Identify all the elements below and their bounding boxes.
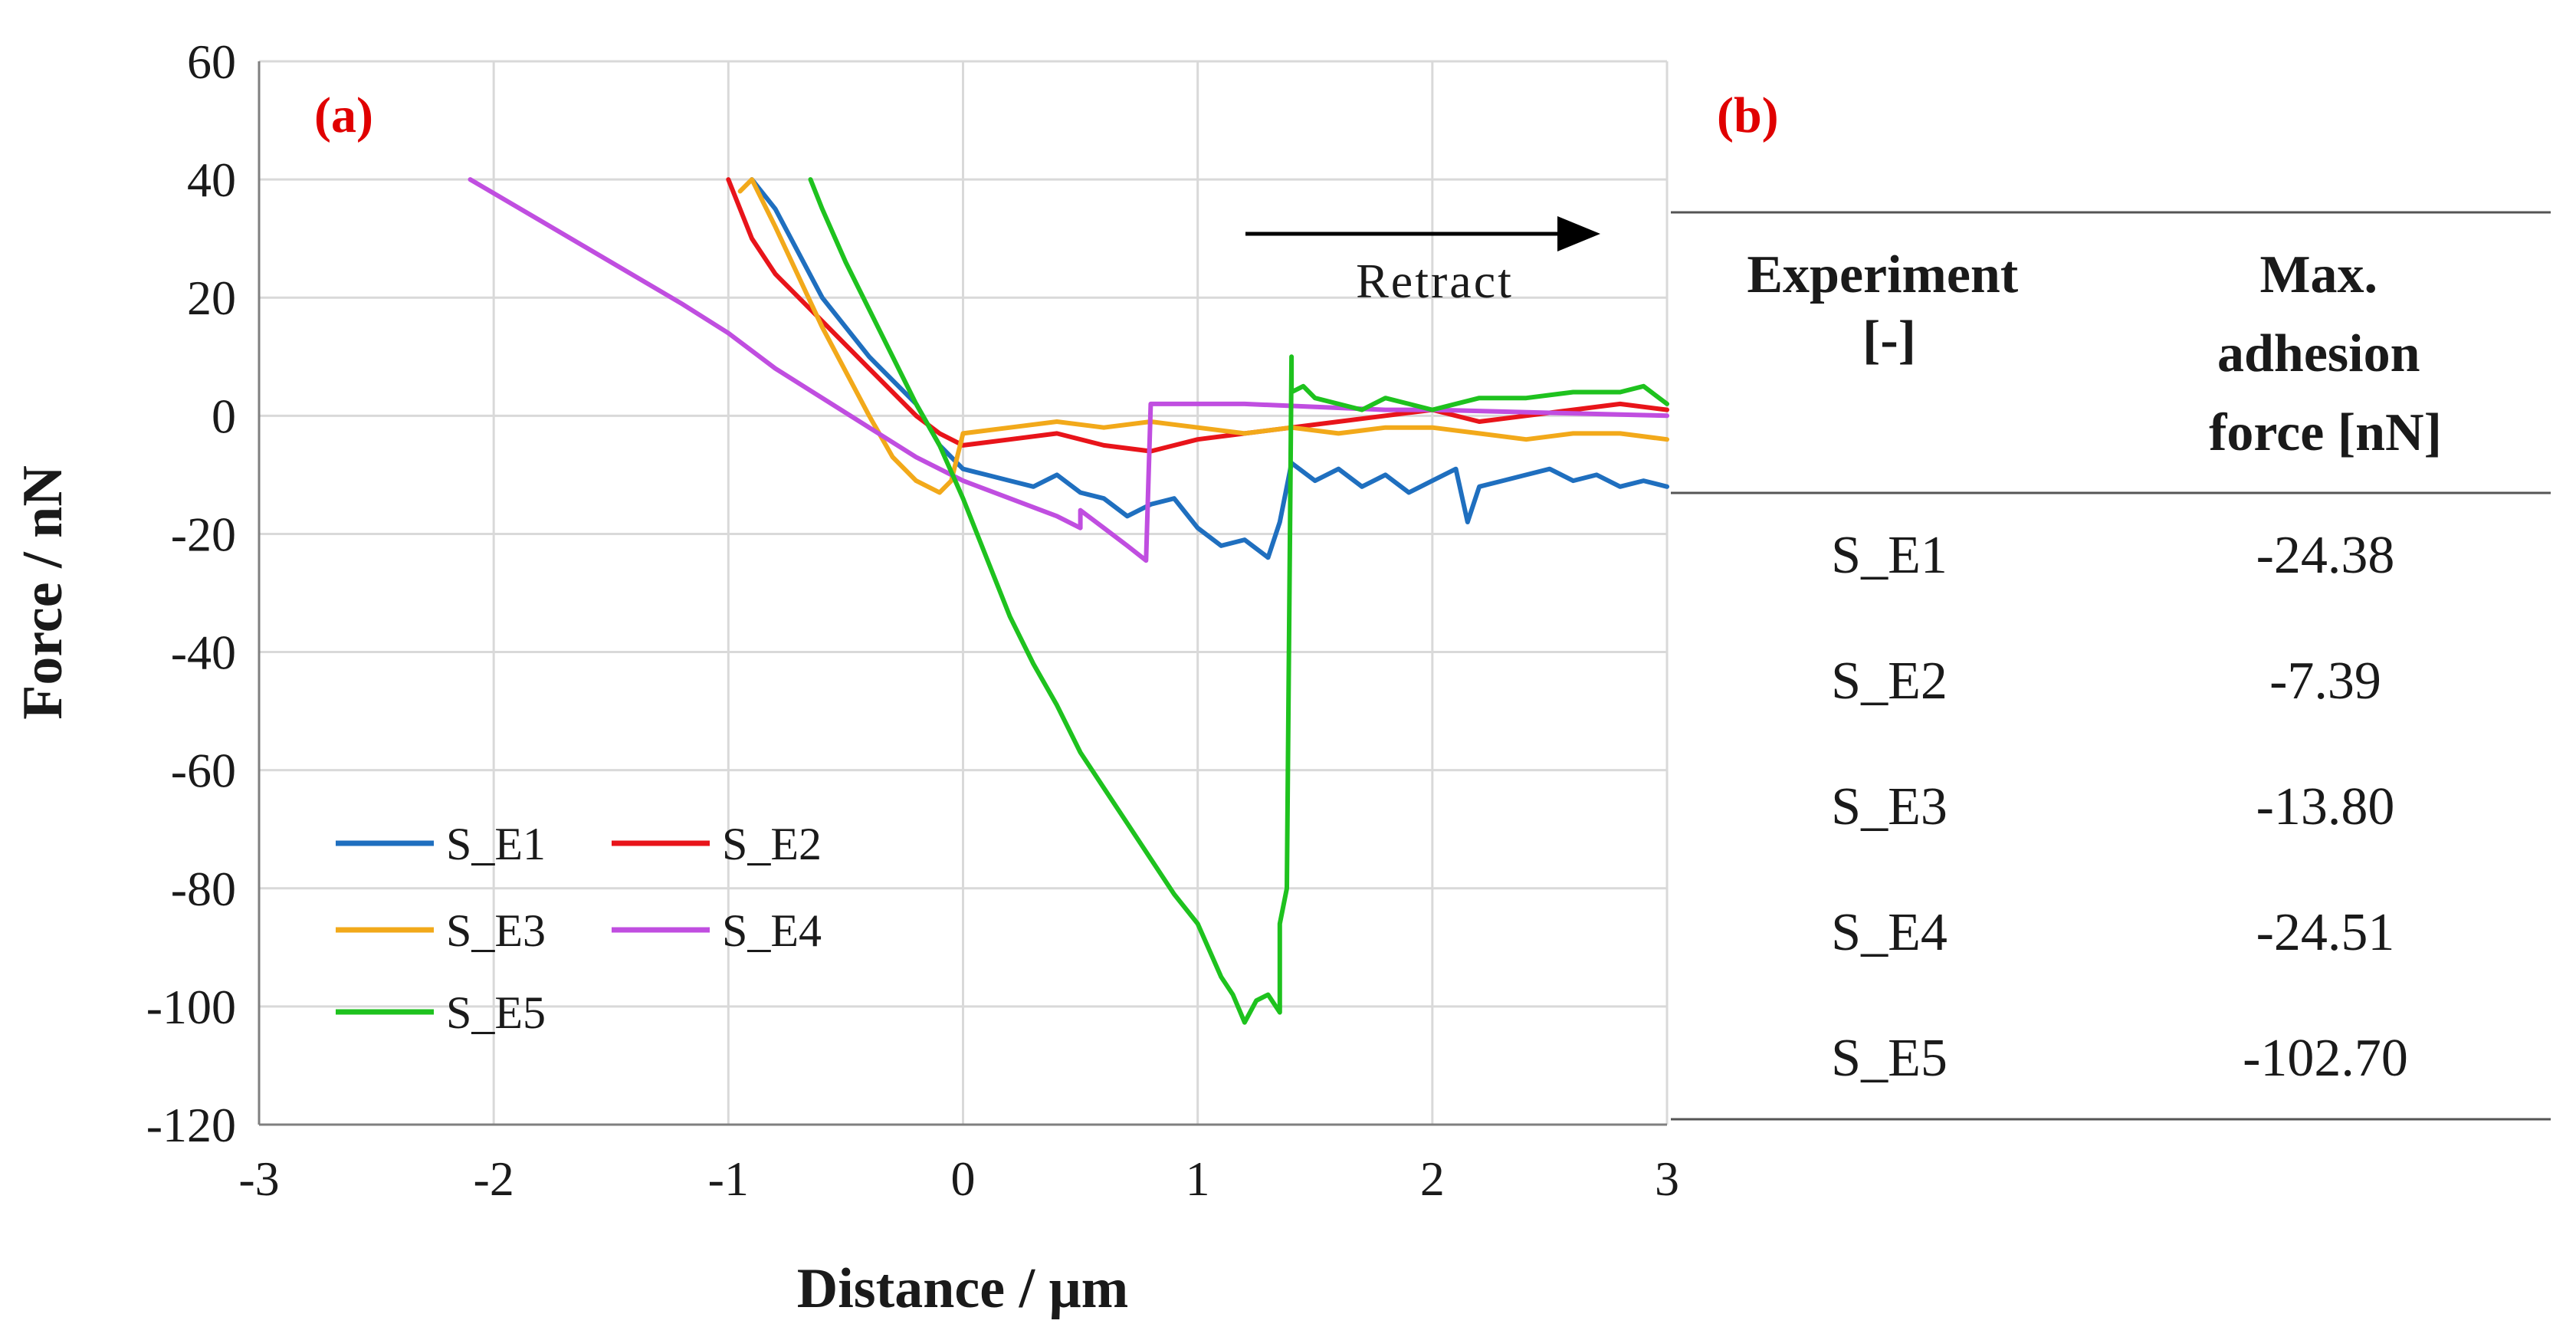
table-cell-force: -102.70 <box>2243 1029 2408 1088</box>
x-tick-label: 0 <box>951 1151 976 1206</box>
table-cell-force: -24.38 <box>2256 526 2395 585</box>
table-row: S_E4 -24.51 <box>1831 903 2394 962</box>
retract-arrow-head-icon <box>1557 216 1600 251</box>
y-tick-label: 40 <box>187 153 236 207</box>
x-tick-label: -3 <box>238 1151 279 1206</box>
header-experiment-line-2: [-] <box>1862 310 1916 370</box>
y-tick-label: 20 <box>187 271 236 325</box>
table-cell-force: -24.51 <box>2256 903 2395 962</box>
table-cell-force: -7.39 <box>2269 652 2381 711</box>
retract-label: Retract <box>1356 254 1514 308</box>
legend-label-s-e5: S_E5 <box>446 987 546 1038</box>
header-force-line-1: Max. <box>2259 245 2377 304</box>
grid-lines <box>258 60 1669 1126</box>
table-cell-experiment: S_E3 <box>1831 777 1948 836</box>
table-row: S_E3 -13.80 <box>1831 777 2394 836</box>
legend: S_E1 S_E2 S_E3 S_E4 S_E5 <box>336 819 822 1038</box>
series-line-s-e1 <box>750 177 1669 560</box>
table-cell-force: -13.80 <box>2256 777 2395 836</box>
table-header-experiment: Experiment [-] <box>1747 245 2031 370</box>
tick-labels: -3 -2 -1 0 1 2 3 60 40 20 0 -20 -40 -60 -80 -100 -120 <box>146 34 1679 1206</box>
legend-label-s-e1: S_E1 <box>446 819 546 869</box>
x-tick-label: 3 <box>1655 1151 1679 1206</box>
panel-a-label: (a) <box>314 87 373 143</box>
x-tick-label: -1 <box>708 1151 749 1206</box>
y-tick-label: -60 <box>171 744 236 798</box>
x-tick-label: -2 <box>474 1151 514 1206</box>
retract-annotation: Retract <box>1245 216 1600 308</box>
series-lines <box>468 177 1669 1025</box>
legend-label-s-e2: S_E2 <box>722 819 822 869</box>
series-line-s-e4 <box>468 177 1669 563</box>
header-force-line-3: force [nN] <box>2209 403 2442 462</box>
legend-label-s-e3: S_E3 <box>446 905 546 956</box>
series-line-s-e3 <box>737 177 1669 495</box>
y-tick-label: -40 <box>171 626 236 680</box>
table-header-max-adhesion-force: Max. adhesion force [nN] <box>2209 245 2442 462</box>
table-row: S_E1 -24.38 <box>1831 526 2394 585</box>
y-tick-label: -120 <box>146 1098 236 1152</box>
header-experiment-line-1: Experiment <box>1747 245 2018 304</box>
series-line-s-e5 <box>808 177 1669 1025</box>
table-cell-experiment: S_E5 <box>1831 1029 1948 1088</box>
panel-b-label: (b) <box>1717 87 1779 143</box>
legend-label-s-e4: S_E4 <box>722 905 822 956</box>
table-row: S_E2 -7.39 <box>1831 652 2381 711</box>
header-force-line-2: adhesion <box>2217 324 2420 383</box>
table-cell-experiment: S_E2 <box>1831 652 1948 711</box>
x-axis-title: Distance / μm <box>797 1257 1128 1320</box>
x-tick-label: 1 <box>1186 1151 1210 1206</box>
y-tick-label: 60 <box>187 34 236 89</box>
table-cell-experiment: S_E1 <box>1831 526 1948 585</box>
results-table: Experiment [-] Max. adhesion force [nN] … <box>1671 211 2551 1121</box>
table-row: S_E5 -102.70 <box>1831 1029 2408 1088</box>
x-tick-label: 2 <box>1420 1151 1445 1206</box>
y-tick-label: -80 <box>171 862 236 916</box>
y-axis-title: Force / nN <box>11 465 74 720</box>
y-tick-label: -20 <box>171 507 236 561</box>
y-tick-label: -100 <box>146 980 236 1034</box>
y-tick-label: 0 <box>212 389 236 443</box>
table-cell-experiment: S_E4 <box>1831 903 1948 962</box>
axes <box>258 61 1667 1126</box>
